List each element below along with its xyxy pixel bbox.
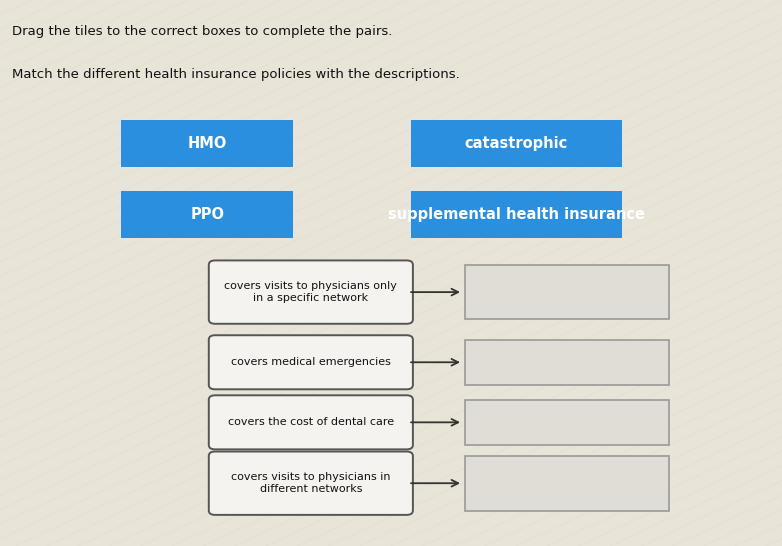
FancyBboxPatch shape (121, 191, 293, 238)
Text: covers medical emergencies: covers medical emergencies (231, 357, 391, 367)
FancyBboxPatch shape (465, 456, 669, 511)
Text: PPO: PPO (190, 207, 224, 222)
FancyBboxPatch shape (465, 400, 669, 445)
Text: supplemental health insurance: supplemental health insurance (388, 207, 644, 222)
FancyBboxPatch shape (465, 340, 669, 385)
Text: covers the cost of dental care: covers the cost of dental care (228, 417, 394, 428)
FancyBboxPatch shape (209, 452, 413, 515)
FancyBboxPatch shape (411, 191, 622, 238)
FancyBboxPatch shape (121, 120, 293, 167)
FancyBboxPatch shape (209, 335, 413, 389)
Text: covers visits to physicians only
in a specific network: covers visits to physicians only in a sp… (224, 281, 397, 303)
Text: Match the different health insurance policies with the descriptions.: Match the different health insurance pol… (12, 68, 460, 81)
Text: catastrophic: catastrophic (465, 136, 568, 151)
Text: Drag the tiles to the correct boxes to complete the pairs.: Drag the tiles to the correct boxes to c… (12, 25, 392, 38)
FancyBboxPatch shape (209, 395, 413, 449)
Text: HMO: HMO (188, 136, 227, 151)
FancyBboxPatch shape (411, 120, 622, 167)
FancyBboxPatch shape (209, 260, 413, 324)
Text: covers visits to physicians in
different networks: covers visits to physicians in different… (231, 472, 390, 494)
FancyBboxPatch shape (465, 265, 669, 319)
